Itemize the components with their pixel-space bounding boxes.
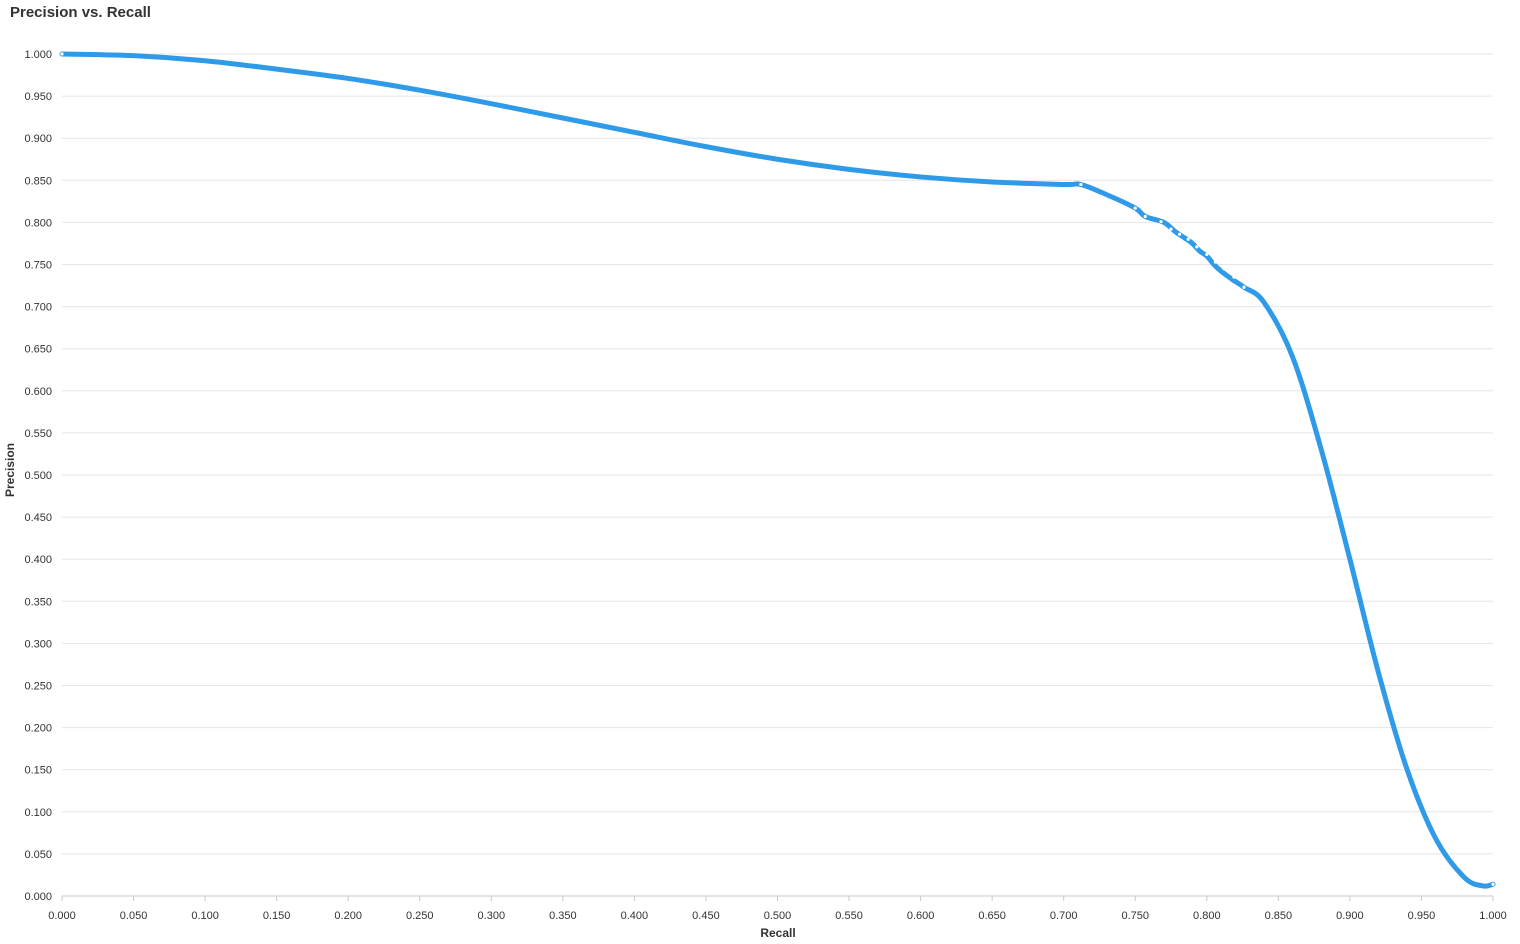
y-tick-label: 0.700: [24, 302, 52, 314]
x-tick-label: 0.750: [1121, 910, 1149, 922]
y-tick-label: 0.650: [24, 344, 52, 356]
x-tick-label: 0.800: [1193, 910, 1221, 922]
x-tick-label: 0.850: [1265, 910, 1293, 922]
x-tick-label: 1.000: [1479, 910, 1507, 922]
y-tick-label: 0.050: [24, 849, 52, 861]
x-tick-label: 0.350: [549, 910, 577, 922]
data-point[interactable]: [1205, 252, 1209, 256]
x-tick-label: 0.200: [334, 910, 362, 922]
x-tick-label: 0.700: [1050, 910, 1078, 922]
y-tick-label: 0.100: [24, 807, 52, 819]
tick-labels: 0.000 0.050 0.100 0.150 0.200 0.250 0.300 0.350…: [24, 49, 1506, 922]
data-point[interactable]: [1242, 285, 1246, 289]
data-point[interactable]: [1213, 260, 1217, 264]
y-tick-label: 0.550: [24, 428, 52, 440]
y-tick-label: 0.000: [24, 891, 52, 903]
y-tick-label: 0.800: [24, 217, 52, 229]
y-tick-label: 0.350: [24, 596, 52, 608]
x-tick-label: 0.000: [48, 910, 76, 922]
y-tick-label: 0.850: [24, 175, 52, 187]
data-point[interactable]: [1232, 275, 1236, 279]
series: [59, 51, 1496, 889]
data-point[interactable]: [1133, 206, 1137, 210]
x-axis-title: Recall: [760, 926, 795, 940]
y-tick-label: 0.250: [24, 681, 52, 693]
data-point[interactable]: [1079, 182, 1083, 187]
x-tick-label: 0.300: [478, 910, 506, 922]
data-point[interactable]: [1159, 219, 1163, 224]
y-tick-label: 0.150: [24, 765, 52, 777]
x-tick-label: 0.650: [978, 910, 1006, 922]
y-tick-label: 0.400: [24, 554, 52, 566]
y-tick-label: 1.000: [24, 49, 52, 61]
y-axis-title: Precision: [3, 443, 17, 497]
x-tick-label: 0.150: [263, 910, 291, 922]
x-tick-label: 0.500: [764, 910, 792, 922]
data-point[interactable]: [1169, 227, 1173, 231]
y-tick-label: 0.200: [24, 723, 52, 735]
data-point[interactable]: [1186, 237, 1190, 241]
data-point[interactable]: [1491, 882, 1495, 886]
axes: [61, 895, 1494, 901]
x-tick-label: 0.400: [621, 910, 649, 922]
y-tick-label: 0.900: [24, 133, 52, 145]
x-tick-label: 0.550: [835, 910, 863, 922]
x-tick-label: 0.250: [406, 910, 434, 922]
y-tick-label: 0.450: [24, 512, 52, 524]
x-tick-label: 0.950: [1408, 910, 1436, 922]
y-tick-label: 0.750: [24, 260, 52, 272]
x-tick-label: 0.100: [191, 910, 219, 922]
series-line: [59, 51, 1496, 889]
x-tick-label: 0.050: [120, 910, 148, 922]
x-tick-label: 0.450: [692, 910, 720, 922]
grid-lines: [62, 53, 1493, 897]
data-point[interactable]: [1143, 214, 1147, 219]
y-tick-label: 0.300: [24, 638, 52, 650]
data-point[interactable]: [1222, 267, 1226, 271]
y-tick-label: 0.950: [24, 91, 52, 103]
data-point[interactable]: [60, 52, 64, 56]
data-point[interactable]: [1195, 245, 1199, 249]
chart-title: Precision vs. Recall: [10, 4, 151, 21]
y-tick-label: 0.500: [24, 470, 52, 482]
x-tick-label: 0.900: [1336, 910, 1364, 922]
y-tick-label: 0.600: [24, 386, 52, 398]
data-point[interactable]: [1178, 232, 1182, 236]
x-tick-label: 0.600: [907, 910, 935, 922]
